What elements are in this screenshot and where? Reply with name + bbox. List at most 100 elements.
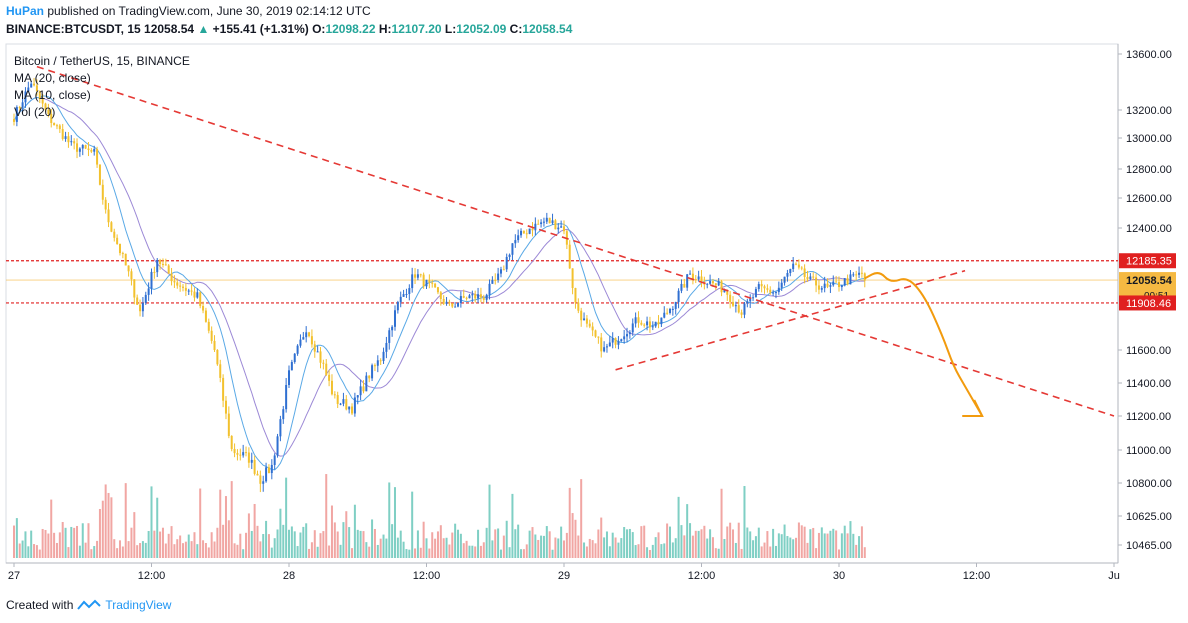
price-tick-label: 12800.00 <box>1126 164 1172 176</box>
volume-bar <box>514 529 517 558</box>
up-arrow-icon: ▲ <box>197 22 210 36</box>
volume-bar <box>76 525 79 558</box>
volume-bar <box>222 524 225 558</box>
candle-body <box>757 284 760 290</box>
candle-body <box>551 220 554 224</box>
candle-body <box>691 273 694 280</box>
volume-bar <box>849 521 852 558</box>
volume-bar <box>474 546 477 558</box>
volume-bar <box>382 534 385 558</box>
trendline <box>36 65 1115 417</box>
candle-body <box>184 287 187 291</box>
candle-body <box>454 306 457 308</box>
author-name[interactable]: HuPan <box>6 4 45 18</box>
candle-body <box>780 282 783 288</box>
candle-body <box>749 297 752 302</box>
candle-body <box>835 281 838 283</box>
candle-body <box>431 282 434 284</box>
candle-body <box>330 380 333 395</box>
candle-body <box>411 274 414 289</box>
candle-body <box>353 397 356 414</box>
candle-body <box>849 274 852 285</box>
volume-bar <box>860 526 863 558</box>
volume-bar <box>116 548 119 558</box>
candle-body <box>837 282 841 288</box>
volume-bar <box>90 549 93 558</box>
candle-body <box>73 141 76 144</box>
volume-bar <box>431 532 434 558</box>
volume-bar <box>505 520 508 558</box>
tradingview-logo-icon <box>77 599 102 610</box>
low-label: L: <box>444 22 457 36</box>
volume-bar <box>399 530 402 558</box>
volume-bar <box>139 543 142 558</box>
candle-body <box>628 332 631 335</box>
candle-body <box>740 312 743 315</box>
candle-body <box>290 361 293 371</box>
volume-bar <box>439 525 442 558</box>
candle-body <box>591 326 594 331</box>
footer: Created with TradingView <box>6 598 171 612</box>
candle-body <box>213 340 216 350</box>
time-axis[interactable]: 27 12:00 28 12:00 29 12:00 30 12:00 Ju <box>8 563 1120 582</box>
volume-bar <box>30 530 33 558</box>
volume-bar <box>545 526 548 558</box>
volume-bar <box>800 525 803 558</box>
volume-bar <box>631 532 634 558</box>
candle-body <box>81 145 84 149</box>
candle-body <box>38 91 41 100</box>
time-tick-label: 12:00 <box>413 570 441 582</box>
volume-bar <box>858 536 861 558</box>
volume-bar <box>769 546 772 558</box>
volume-bar <box>308 548 311 558</box>
candle-body <box>35 85 38 92</box>
volume-bar <box>425 538 428 558</box>
legend-vol[interactable]: Vol (20) <box>14 105 56 119</box>
volume-bar <box>580 479 583 558</box>
volume-bar <box>141 541 144 558</box>
candle-body <box>737 305 740 313</box>
candle-body <box>419 274 422 276</box>
candle-body <box>161 263 164 265</box>
created-with-label: Created with <box>6 598 74 612</box>
tradingview-link[interactable]: TradingView <box>105 598 172 612</box>
volume-bar <box>33 544 36 558</box>
volume-bar <box>411 491 414 558</box>
volume-bar <box>502 535 505 558</box>
volume-bar <box>365 542 368 558</box>
price-axis[interactable]: 13600.00 13200.00 13000.00 12800.00 12600.00… <box>1118 49 1172 552</box>
candle-body <box>176 282 179 286</box>
candle-body <box>603 347 606 352</box>
volume-bar <box>703 525 706 558</box>
candle-body <box>457 302 460 307</box>
candle-body <box>605 346 608 348</box>
candle-body <box>293 353 296 362</box>
candle-body <box>305 332 308 338</box>
candle-body <box>262 481 265 484</box>
time-tick-label: 12:00 <box>138 570 166 582</box>
volume-bar <box>265 520 268 558</box>
candle-body <box>204 310 207 322</box>
time-tick-label: 12:00 <box>963 570 991 582</box>
candle-body <box>508 254 511 257</box>
volume-bar <box>27 546 30 558</box>
candle-body <box>459 296 462 303</box>
candle-body <box>110 222 113 232</box>
volume-bar <box>216 527 219 558</box>
legend-ma10[interactable]: MA (10, close) <box>14 88 91 102</box>
candle-body <box>236 453 239 455</box>
candle-body <box>30 83 33 88</box>
volume-bar <box>823 533 826 558</box>
volume-bar <box>488 484 491 558</box>
candle-body <box>356 395 359 398</box>
candle-body <box>686 274 689 288</box>
price-tick-label: 13600.00 <box>1126 49 1172 61</box>
candle-body <box>528 228 531 234</box>
ma20-line <box>13 96 865 457</box>
volume-bar <box>236 544 239 558</box>
candle-body <box>24 91 27 103</box>
price-tick-label: 12400.00 <box>1126 223 1172 235</box>
legend-ma20[interactable]: MA (20, close) <box>14 71 91 85</box>
volume-bar <box>391 524 394 558</box>
